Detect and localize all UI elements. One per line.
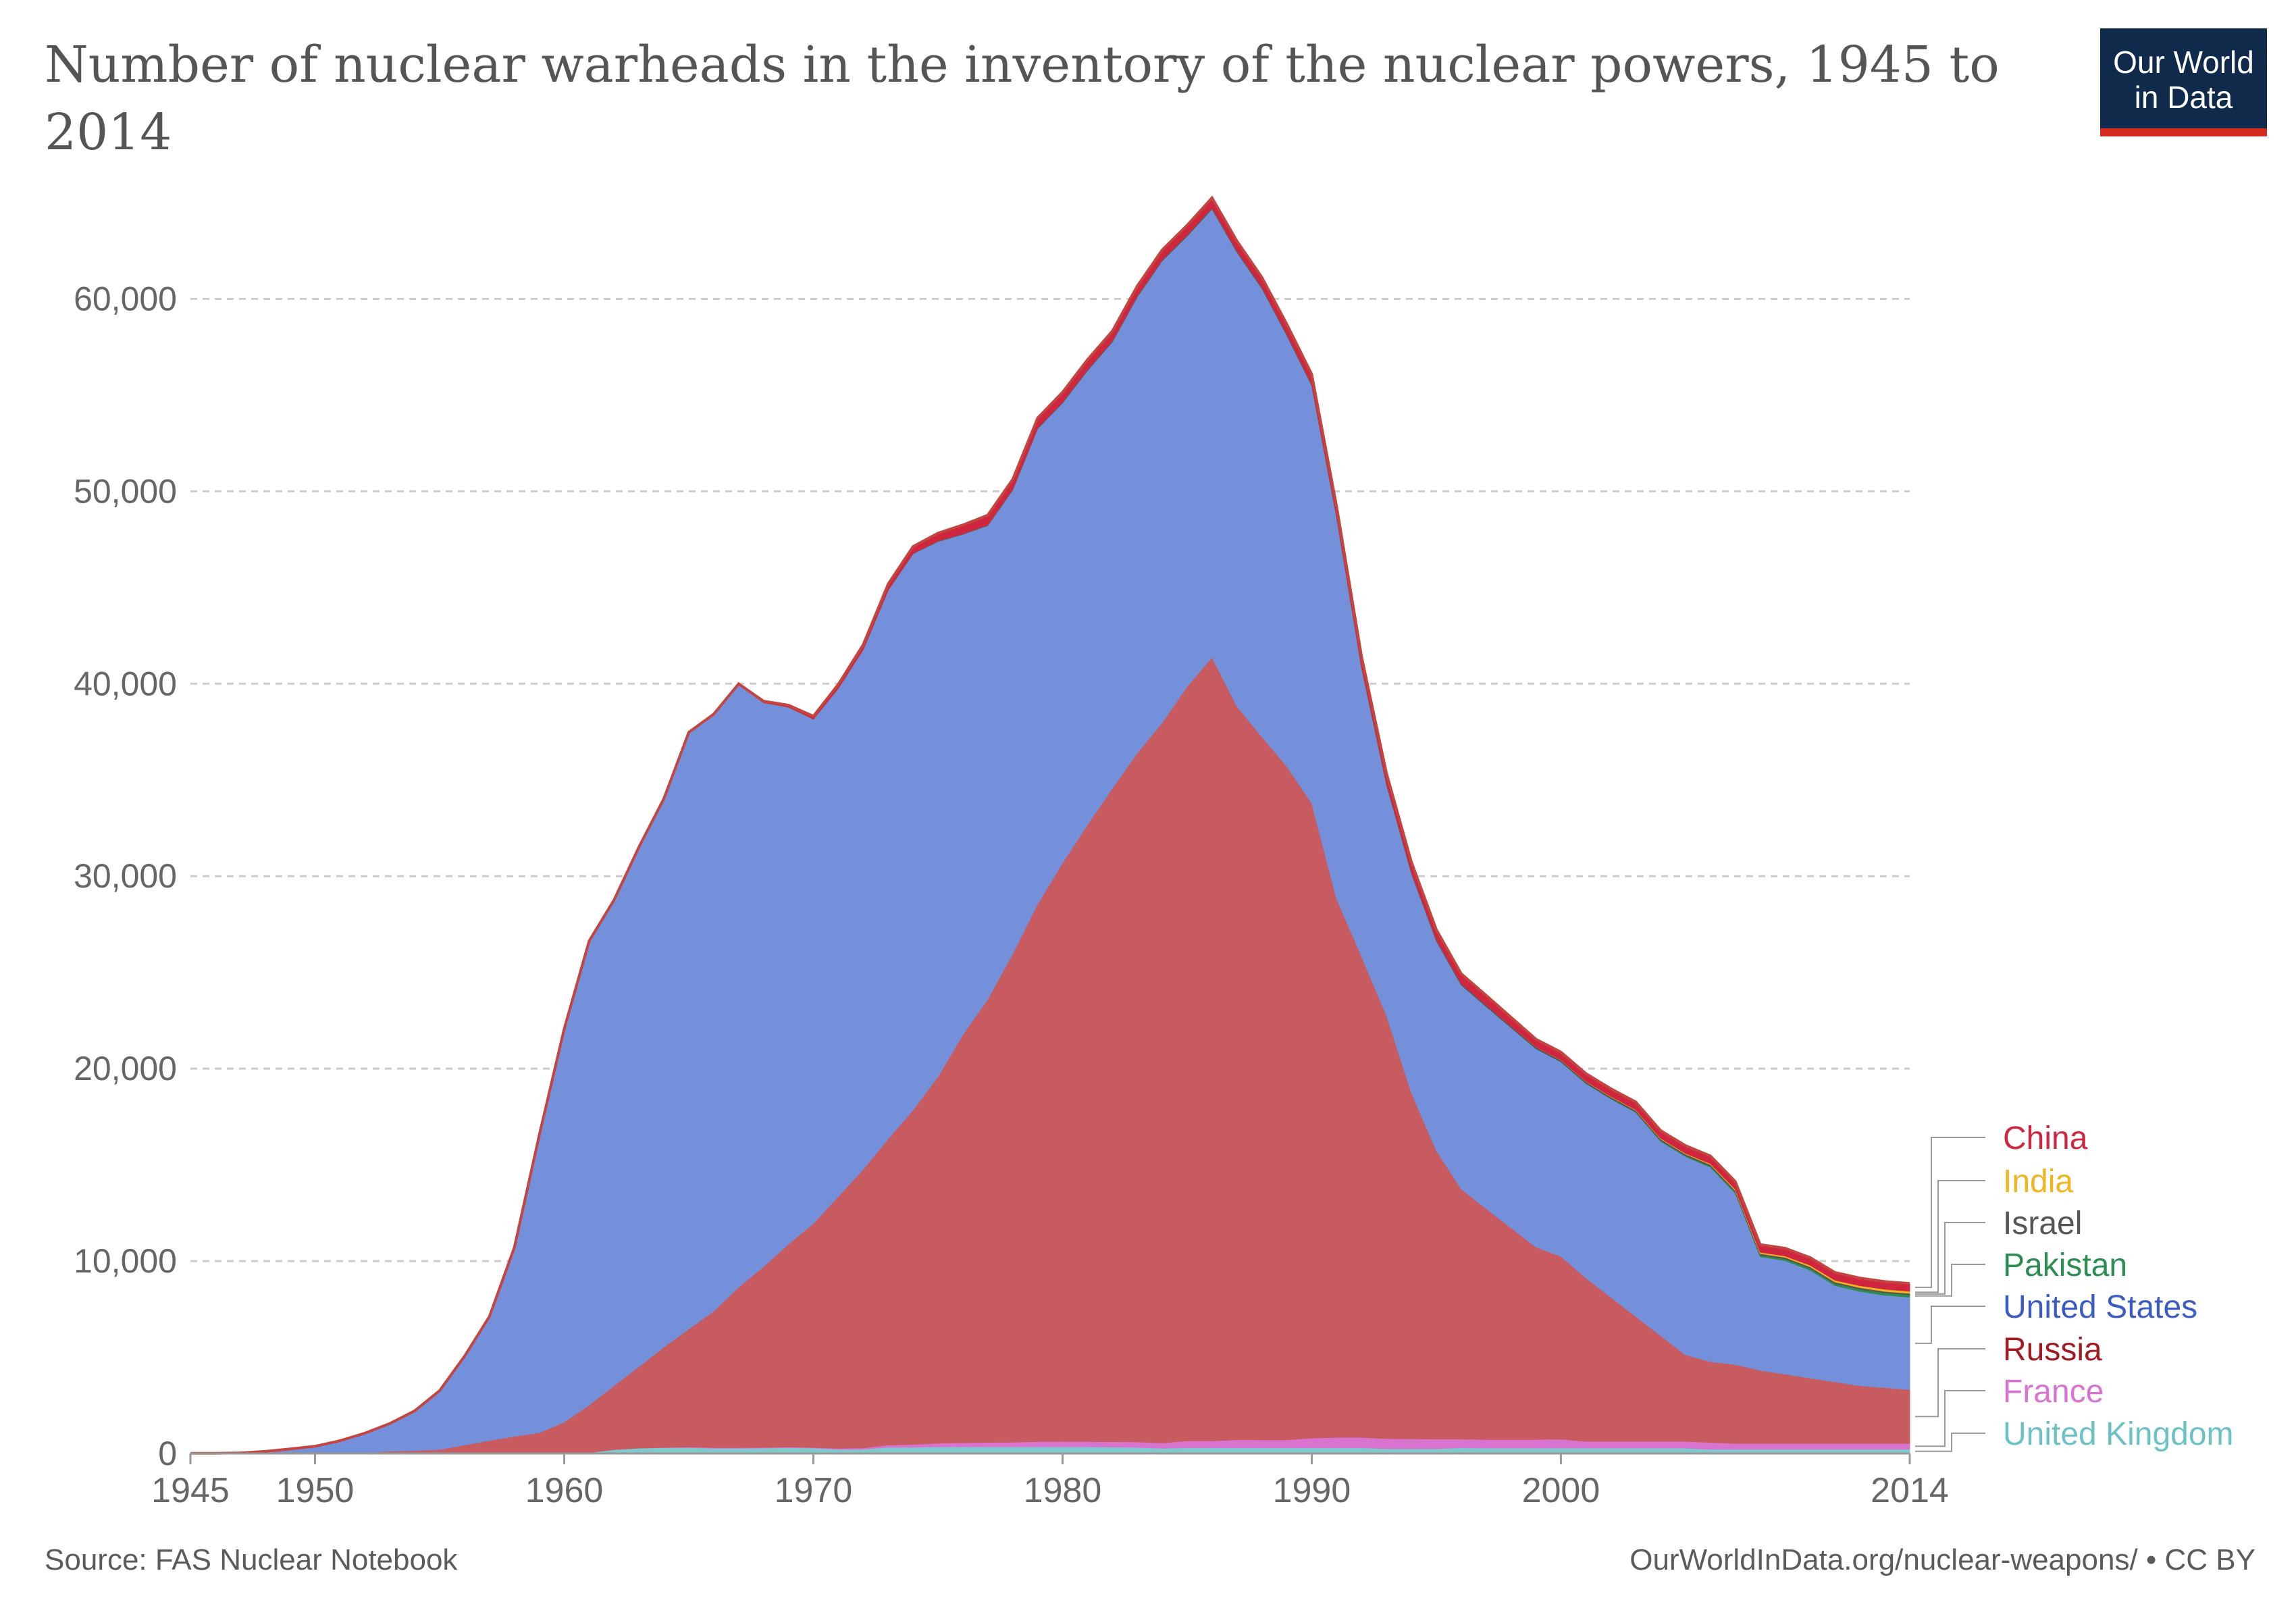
legend-label-russia[interactable]: Russia: [2003, 1332, 2102, 1368]
legend-connector: [1915, 1390, 1985, 1447]
legend-label-israel[interactable]: Israel: [2003, 1206, 2082, 1241]
y-tick-label: 60,000: [74, 280, 177, 317]
legend-connector: [1915, 1306, 1985, 1344]
owid-logo[interactable]: Our World in Data: [2100, 28, 2267, 136]
legend-connector: [1915, 1433, 1985, 1452]
x-tick-label: 1990: [1273, 1471, 1351, 1510]
credit-link[interactable]: OurWorldInData.org/nuclear-weapons/ • CC…: [1629, 1543, 2255, 1576]
legend-connector: [1915, 1348, 1985, 1418]
y-tick-label: 40,000: [74, 665, 177, 702]
logo-line-2: in Data: [2134, 80, 2233, 115]
legend-label-india[interactable]: India: [2003, 1164, 2073, 1200]
y-tick-label: 30,000: [74, 857, 177, 895]
legend-connector: [1915, 1264, 1985, 1297]
legend-label-pakistan[interactable]: Pakistan: [2003, 1247, 2127, 1283]
x-tick-label: 2000: [1522, 1471, 1600, 1510]
legend-label-china[interactable]: China: [2003, 1121, 2088, 1156]
legend: China India Israel Pakistan United States Rus…: [1915, 1121, 2234, 1452]
legend-label-france[interactable]: France: [2003, 1374, 2104, 1410]
x-tick-label: 1945: [151, 1471, 230, 1510]
x-tick-label: 1980: [1024, 1471, 1102, 1510]
legend-connector: [1915, 1137, 1985, 1288]
series-areas: [190, 195, 1910, 1455]
legend-label-united-kingdom[interactable]: United Kingdom: [2003, 1416, 2234, 1452]
logo-line-1: Our World: [2113, 45, 2254, 80]
x-tick-label: 1970: [775, 1471, 853, 1510]
axes: 0 10,000 20,000 30,000 40,000 50,000 60,000 194…: [74, 280, 1949, 1510]
x-tick-label: 1950: [276, 1471, 355, 1510]
y-tick-label: 0: [158, 1435, 177, 1472]
y-tick-label: 10,000: [74, 1242, 177, 1280]
legend-connector: [1915, 1222, 1985, 1295]
legend-label-united-states[interactable]: United States: [2003, 1289, 2197, 1325]
source-note: Source: FAS Nuclear Notebook: [45, 1543, 458, 1576]
x-tick-label: 1960: [525, 1471, 604, 1510]
y-tick-label: 20,000: [74, 1050, 177, 1087]
chart-title: Number of nuclear warheads in the invent…: [45, 36, 2000, 161]
x-tick-label: 2014: [1871, 1471, 1949, 1510]
y-tick-label: 50,000: [74, 472, 177, 510]
total-outline: [190, 195, 1910, 1455]
legend-connector: [1915, 1180, 1985, 1293]
